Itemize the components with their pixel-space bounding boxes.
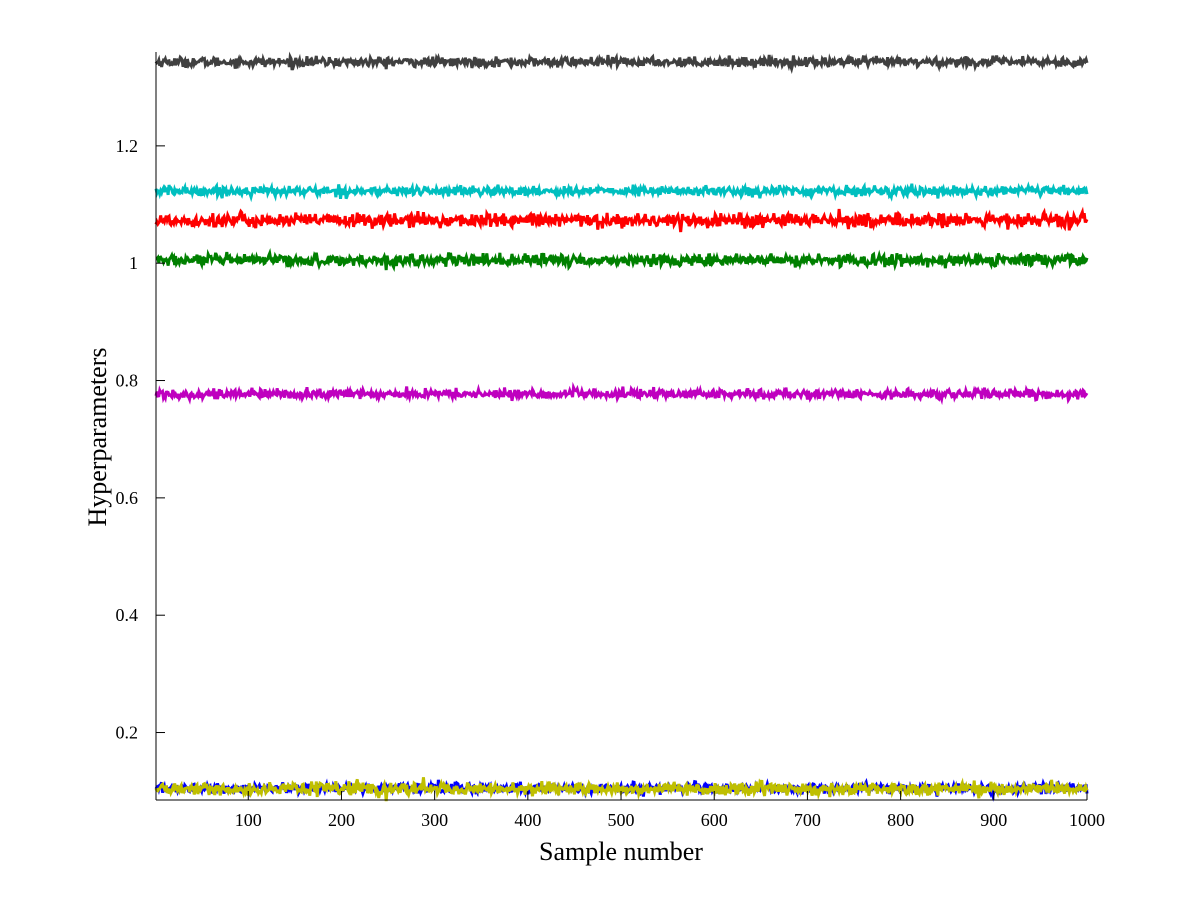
x-tick-label: 1000	[1069, 810, 1105, 830]
axes	[155, 52, 1087, 801]
series-layer	[154, 51, 1089, 802]
series-line-1	[154, 51, 1089, 74]
x-tick-label: 400	[514, 810, 541, 830]
y-tick-label: 0.2	[116, 723, 139, 743]
x-tick-label: 100	[235, 810, 262, 830]
x-tick-label: 300	[421, 810, 448, 830]
series-line-3	[154, 206, 1089, 233]
y-ticks: 0.2 0.4 0.6 0.8 1 1.2	[116, 136, 165, 743]
y-tick-label: 0.8	[116, 371, 139, 391]
y-axis-label: Hyperparameters	[83, 347, 112, 526]
x-ticks: 100 200 300 400 500 600 700 800 900 1000	[235, 791, 1105, 830]
y-tick-label: 0.4	[116, 605, 139, 625]
series-line-4	[155, 247, 1089, 273]
x-tick-label: 600	[701, 810, 728, 830]
x-tick-label: 200	[328, 810, 355, 830]
x-tick-label: 800	[887, 810, 914, 830]
series-line-2	[154, 181, 1089, 203]
series-line-5	[154, 381, 1089, 406]
x-axis-label: Sample number	[539, 837, 703, 866]
y-tick-label: 1	[129, 253, 138, 273]
x-tick-label: 700	[794, 810, 821, 830]
y-tick-label: 1.2	[116, 136, 139, 156]
y-tick-label: 0.6	[116, 488, 139, 508]
x-tick-label: 500	[608, 810, 635, 830]
x-tick-label: 900	[980, 810, 1007, 830]
